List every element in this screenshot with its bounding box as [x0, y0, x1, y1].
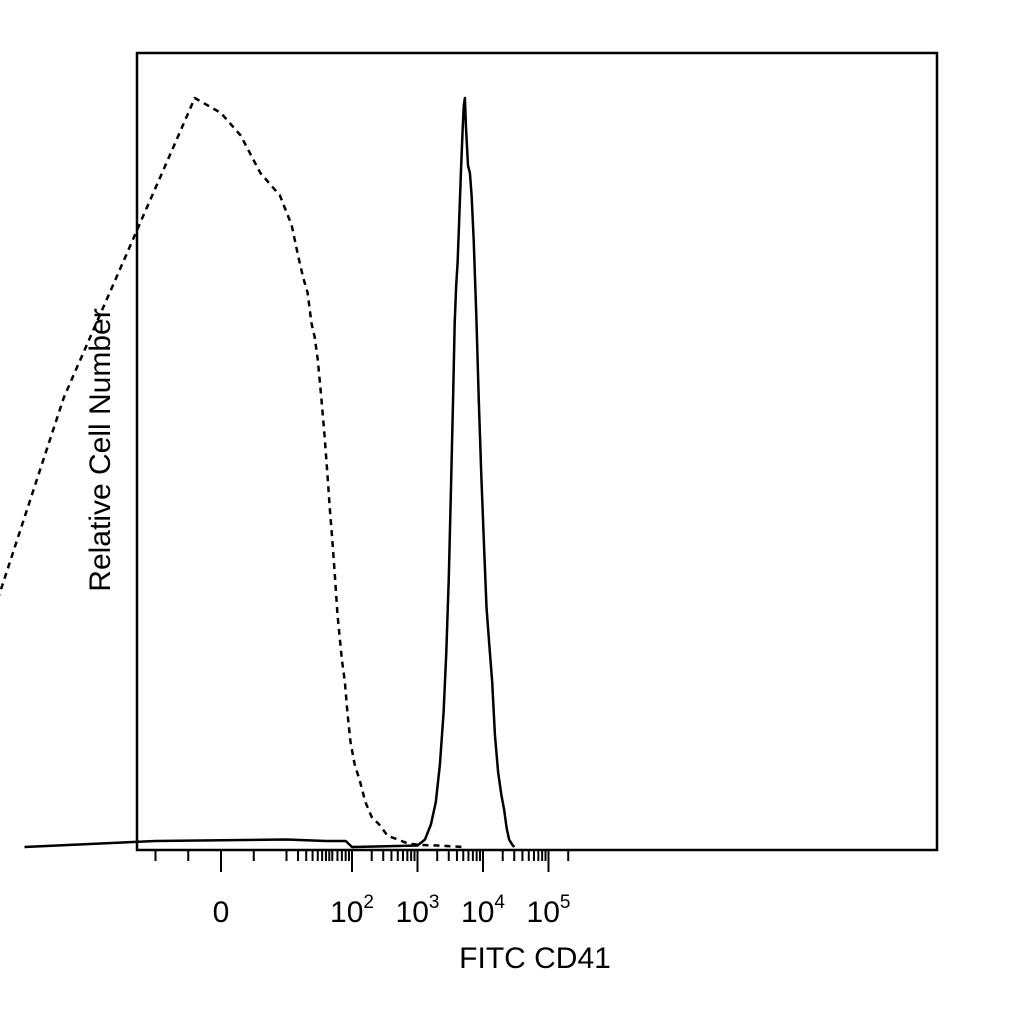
plot-frame — [135, 51, 939, 852]
series-layer — [0, 96, 516, 849]
x-tick-label: 105 — [527, 892, 571, 929]
x-tick-label: 104 — [461, 892, 505, 929]
x-axis-minor-ticks — [154, 850, 570, 861]
x-axis-label: FITC CD41 — [459, 942, 611, 975]
y-axis-label: Relative Cell Number — [84, 308, 117, 591]
x-tick-label: 103 — [396, 892, 440, 929]
x-tick-label: 102 — [330, 892, 374, 929]
x-axis-major-ticks — [220, 850, 550, 872]
x-axis-tick-labels: 0 102 103 104 105 — [213, 892, 571, 929]
series-line-solid — [24, 96, 516, 849]
series-line-dashed — [0, 96, 464, 849]
x-tick-label: 0 — [213, 896, 230, 929]
